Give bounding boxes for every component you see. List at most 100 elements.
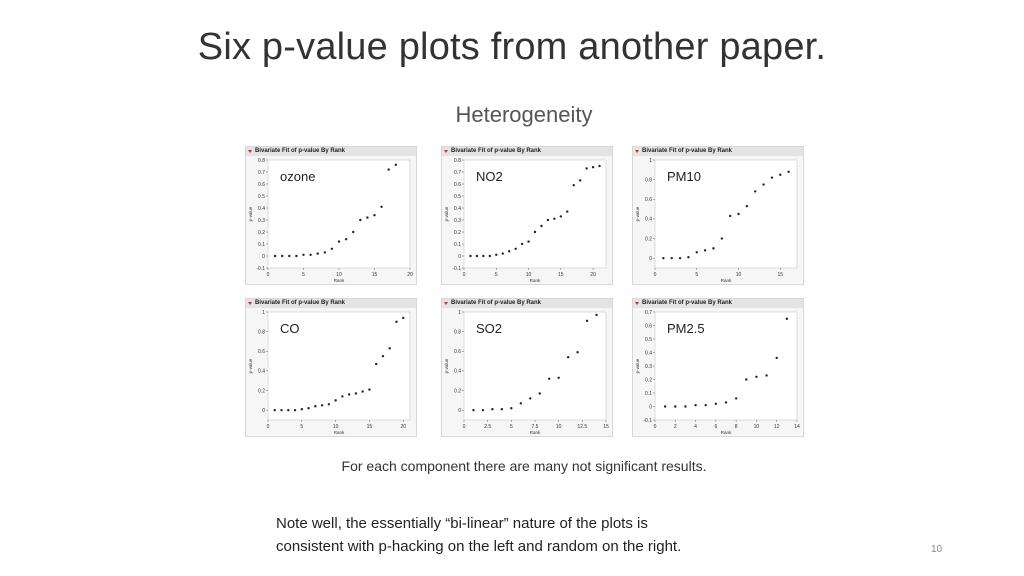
data-point xyxy=(273,254,277,258)
x-axis-label: Rank xyxy=(334,278,345,283)
x-tick-label: 8 xyxy=(735,424,738,430)
x-tick-label: 10 xyxy=(526,272,532,278)
data-point xyxy=(770,176,774,179)
data-point xyxy=(337,240,341,243)
data-point xyxy=(720,237,724,240)
data-point xyxy=(388,347,391,350)
pollutant-label: NO2 xyxy=(476,169,503,184)
x-tick-label: 12 xyxy=(774,424,780,430)
plot-panel-pm10: Bivariate Fit of p-value By Rank 0 0.2 0.4… xyxy=(632,146,804,285)
data-point xyxy=(402,316,405,320)
x-tick-label: 10 xyxy=(736,272,742,278)
y-tick-label: -0.1 xyxy=(452,266,461,272)
x-tick-label: 10 xyxy=(336,272,342,278)
x-tick-label: 5 xyxy=(302,272,305,278)
y-tick-label: 0 xyxy=(262,254,265,260)
note-line: Note well, the essentially “bi-linear” n… xyxy=(276,515,648,532)
pollutant-label: CO xyxy=(280,321,300,336)
y-tick-label: 0.3 xyxy=(645,364,652,370)
data-point xyxy=(320,404,324,407)
y-tick-label: 0.6 xyxy=(258,349,265,355)
y-tick-label: 0 xyxy=(649,256,652,262)
y-tick-label: 0.2 xyxy=(454,388,461,394)
data-point xyxy=(779,173,782,176)
x-axis-label: Rank xyxy=(721,430,732,435)
y-tick-label: 0.1 xyxy=(645,391,652,397)
data-point xyxy=(368,388,371,391)
data-point xyxy=(684,405,687,408)
data-point xyxy=(559,215,563,218)
data-point xyxy=(674,405,677,408)
data-point xyxy=(361,390,364,393)
figure-caption: For each component there are many not si… xyxy=(341,458,707,474)
data-point xyxy=(553,217,556,220)
data-point xyxy=(381,354,385,358)
data-point xyxy=(482,254,485,258)
y-tick-label: 0.1 xyxy=(454,242,461,248)
data-point xyxy=(662,256,665,260)
x-tick-label: 0 xyxy=(654,272,657,278)
y-tick-label: 0.1 xyxy=(258,242,265,248)
data-point xyxy=(576,351,579,354)
data-point xyxy=(394,163,397,166)
data-point xyxy=(585,319,589,323)
x-tick-label: 15 xyxy=(603,424,609,430)
data-point xyxy=(354,392,358,395)
data-point xyxy=(475,254,479,258)
data-point xyxy=(762,183,765,186)
plot-area xyxy=(267,159,411,269)
data-point xyxy=(724,401,728,404)
panel-header: Bivariate Fit of p-value By Rank xyxy=(246,299,416,308)
x-tick-label: 4 xyxy=(694,424,697,430)
data-point xyxy=(785,317,789,320)
x-tick-label: 10 xyxy=(333,424,339,430)
slide-title: Six p-value plots from another paper. xyxy=(197,26,827,68)
figure-heading: Heterogeneity xyxy=(455,102,593,127)
x-tick-label: 15 xyxy=(778,272,784,278)
y-tick-label: 0.2 xyxy=(645,377,652,383)
pollutant-label: SO2 xyxy=(476,321,502,336)
data-point xyxy=(737,212,740,216)
pollutant-label: PM2.5 xyxy=(667,321,705,336)
data-point xyxy=(787,170,790,173)
y-tick-label: 0.6 xyxy=(454,349,461,355)
data-point xyxy=(395,320,398,324)
y-tick-label: 0.5 xyxy=(454,194,461,200)
y-tick-label: 0.4 xyxy=(454,369,461,375)
y-tick-label: -0.1 xyxy=(256,266,265,272)
y-tick-label: 0.4 xyxy=(258,206,265,212)
x-tick-label: 0 xyxy=(463,424,466,430)
data-point xyxy=(366,216,369,219)
y-tick-label: -0.1 xyxy=(643,418,652,424)
data-point xyxy=(273,408,276,412)
x-axis-label: Rank xyxy=(530,430,541,435)
slide-number: 10 xyxy=(931,544,943,555)
data-point xyxy=(595,313,598,317)
data-point xyxy=(527,240,530,243)
data-point xyxy=(533,230,537,234)
x-tick-label: 0 xyxy=(267,424,270,430)
data-point xyxy=(519,402,522,405)
data-point xyxy=(380,205,383,208)
pvalue-figure: Heterogeneity Bivariate Fit of p-value B… xyxy=(243,100,805,480)
scatter-plot: -0.100.10.20.30.40.50.60.70.80 5 10 15 20Ran… xyxy=(248,158,413,283)
data-point xyxy=(507,250,511,253)
scatter-plot: -0.100.10.20.30.40.50.60.70 2 4 6 8 10 12 14Ran… xyxy=(635,310,800,435)
y-axis-label: p-value xyxy=(444,206,449,221)
data-point xyxy=(728,214,732,218)
y-tick-label: 0 xyxy=(458,408,461,414)
data-point xyxy=(734,397,738,400)
x-tick-label: 0 xyxy=(267,272,270,278)
x-axis-label: Rank xyxy=(721,278,732,283)
data-point xyxy=(341,395,344,398)
pollutant-label: PM10 xyxy=(667,169,701,184)
y-tick-label: 0.4 xyxy=(258,369,265,375)
panel-header: Bivariate Fit of p-value By Rank xyxy=(442,299,612,308)
data-point xyxy=(520,242,524,246)
data-point xyxy=(327,403,331,406)
plot-panel-ozone: Bivariate Fit of p-value By Rank -0.1 0 0.… xyxy=(245,146,417,285)
x-axis-label: Rank xyxy=(334,430,345,435)
data-point xyxy=(754,190,757,193)
data-point xyxy=(765,374,768,377)
